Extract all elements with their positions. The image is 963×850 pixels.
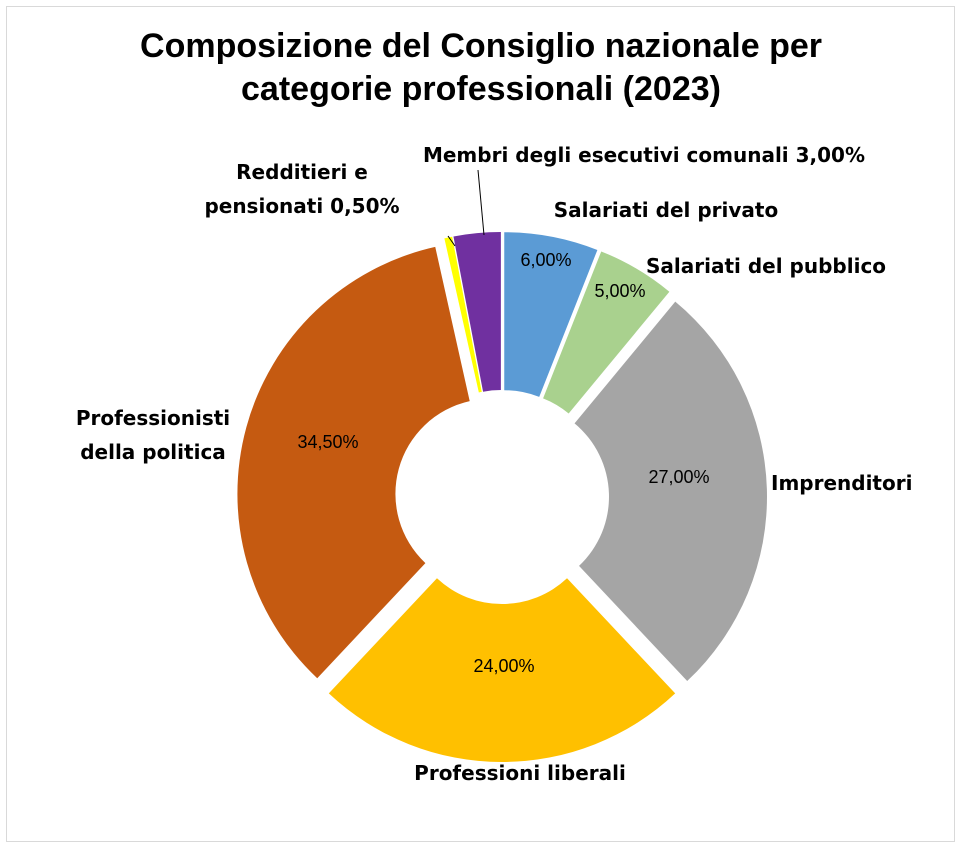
value-label-imprenditori: 27,00%	[648, 467, 709, 487]
label-membri-degli-esecutivi-comunali: Membri degli esecutivi comunali 3,00%	[423, 143, 865, 167]
slice-professionisti-della-politica[interactable]	[237, 246, 470, 679]
slice-salariati-del-pubblico[interactable]	[543, 251, 670, 414]
value-label-professionisti-della-politica: 34,50%	[297, 432, 358, 452]
leader-line-membri-degli-esecutivi-comunali	[477, 169, 485, 236]
label-salariati-del-pubblico: Salariati del pubblico	[646, 254, 886, 278]
leader-line-redditieri-e-pensionati	[447, 235, 456, 247]
value-label-salariati-del-pubblico: 5,00%	[594, 281, 645, 301]
slice-professioni-liberali[interactable]	[328, 578, 676, 762]
label-professioni-liberali: Professioni liberali	[414, 761, 626, 785]
label-salariati-del-privato: Salariati del privato	[554, 198, 778, 222]
doughnut-chart: Composizione del Consiglio nazionale per…	[76, 27, 913, 785]
chart-title-line-1: Composizione del Consiglio nazionale per	[140, 27, 822, 65]
label-redditieri-e-pensionati: Redditieri e pensionati 0,50%	[204, 160, 399, 218]
label-imprenditori: Imprenditori	[771, 471, 912, 495]
value-label-professioni-liberali: 24,00%	[473, 656, 534, 676]
slice-membri-degli-esecutivi-comunali[interactable]	[453, 232, 501, 392]
slice-imprenditori[interactable]	[574, 301, 767, 682]
chart-frame: Composizione del Consiglio nazionale per…	[6, 6, 955, 842]
slice-redditieri-e-pensionati[interactable]	[444, 236, 482, 393]
slice-salariati-del-privato[interactable]	[504, 232, 598, 397]
value-label-salariati-del-privato: 6,00%	[520, 250, 571, 270]
label-professionisti-della-politica: Professionisti della politica	[76, 406, 230, 464]
chart-title-line-2: categorie professionali (2023)	[241, 70, 721, 108]
